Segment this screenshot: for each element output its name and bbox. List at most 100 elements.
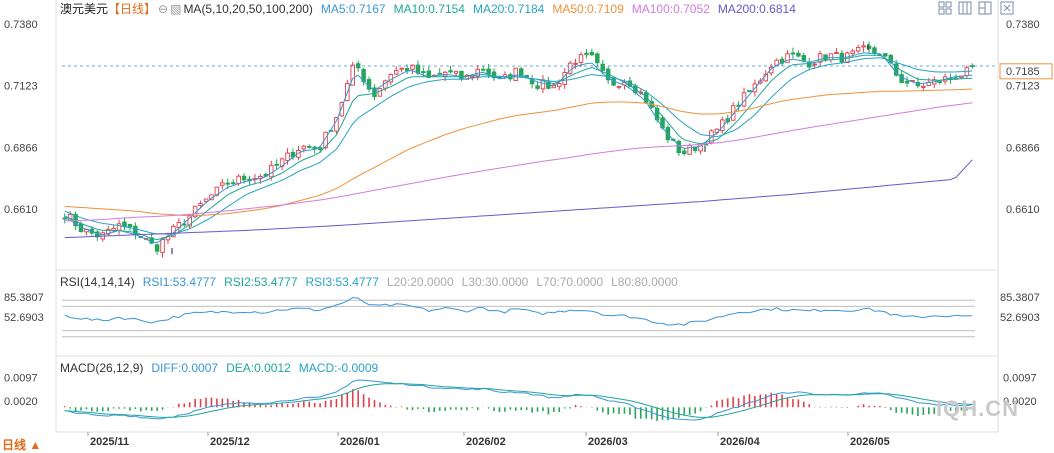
macd-tick-left: 0.0097 xyxy=(4,373,38,385)
candle-body xyxy=(225,182,231,185)
ma-toggle-icon[interactable]: ▧ xyxy=(170,2,182,16)
candle-body xyxy=(486,68,491,75)
candle-body xyxy=(459,70,464,80)
candle-body xyxy=(817,53,823,63)
candle-body xyxy=(480,68,486,71)
candle-body xyxy=(203,198,209,202)
candle-body xyxy=(426,70,432,78)
candle-body xyxy=(796,52,801,57)
candle-body xyxy=(241,175,247,181)
annotation-label: 0.6832 xyxy=(712,0,749,3)
candle-body xyxy=(937,81,942,83)
candle-body xyxy=(921,85,926,88)
candle-body xyxy=(812,63,817,66)
y-tick-right: 0.7123 xyxy=(1006,81,1040,93)
candle-body xyxy=(855,47,861,52)
candle-body xyxy=(730,105,736,121)
rsi-tick-right: 52.6903 xyxy=(1000,312,1040,324)
candle-body xyxy=(350,64,355,86)
macd-tick-left: 0.0020 xyxy=(4,396,38,408)
candle-body xyxy=(828,53,834,61)
candle-body xyxy=(437,72,442,75)
candle-body xyxy=(470,75,475,78)
candle-body xyxy=(377,88,383,97)
rsi-indicator-header: RSI(14,14,14) RSI1:53.4777 RSI2:53.4777 RSI… xyxy=(60,275,694,289)
candle-body xyxy=(747,90,752,93)
symbol-name: 澳元美元 xyxy=(60,2,109,16)
candle-body xyxy=(448,70,453,73)
rsi-value-0: RSI1:53.4777 xyxy=(142,275,217,289)
ma100-line xyxy=(64,102,973,222)
period-switch-button[interactable]: 日线 ▲ xyxy=(2,438,42,452)
ma10-line xyxy=(64,54,973,241)
candle-body xyxy=(785,53,790,63)
candle-body xyxy=(105,229,111,235)
macd-indicator-header: MACD(26,12,9) DIFF:0.0007 DEA:0.0012 MACD:-… xyxy=(60,361,394,375)
candle-body xyxy=(682,150,687,155)
candles xyxy=(62,41,975,258)
candle-body xyxy=(823,54,828,60)
y-tick-right: 0.6610 xyxy=(1006,204,1040,216)
ma-value-3: MA50:0.7109 xyxy=(552,2,624,16)
candle-body xyxy=(600,63,605,71)
candle-body xyxy=(220,182,225,186)
candle-body xyxy=(866,45,872,49)
candle-body xyxy=(274,163,279,166)
candle-body xyxy=(301,145,307,150)
rsi-tick-left: 52.6903 xyxy=(4,312,44,324)
candle-body xyxy=(393,69,399,75)
settings-circle-icon[interactable]: ⊖ xyxy=(158,2,169,16)
split-layout-icon[interactable] xyxy=(978,1,992,15)
candle-body xyxy=(453,71,459,74)
bar-layout-icon[interactable] xyxy=(958,1,972,15)
candle-body xyxy=(410,64,415,70)
candle-body xyxy=(557,83,562,87)
rsi-value-5: L70:70.0000 xyxy=(536,275,604,289)
candle-body xyxy=(122,221,127,227)
macd-value-1: DEA:0.0012 xyxy=(226,361,291,375)
y-tick-right: 0.6866 xyxy=(1006,142,1040,154)
candle-body xyxy=(616,85,622,88)
rsi-value-2: RSI3:53.4777 xyxy=(305,275,379,289)
candle-body xyxy=(578,54,584,63)
macd-value-0: DIFF:0.0007 xyxy=(151,361,219,375)
candle-body xyxy=(573,62,578,65)
rsi-value-6: L80:80.0000 xyxy=(611,275,678,289)
main-indicator-header: 澳元美元【日线】 ⊖ ▧ MA(5,10,20,50,100,200) MA5:0.71… xyxy=(60,2,812,16)
ma5-line xyxy=(64,52,973,244)
candle-body xyxy=(790,52,796,55)
annotation-label: 0.7277 xyxy=(872,0,909,3)
x-tick-label: 2026/05 xyxy=(850,436,890,448)
ma-value-4: MA100:0.7052 xyxy=(631,2,710,16)
candle-body xyxy=(535,85,540,89)
candle-body xyxy=(160,239,165,253)
ma50-line xyxy=(64,88,973,217)
period-tag[interactable]: 【日线】 xyxy=(108,2,157,16)
y-tick-left: 0.7123 xyxy=(4,81,38,93)
current-price-box xyxy=(999,63,1053,80)
ma-values: MA5:0.7167 MA10:0.7154 MA20:0.7184 MA50:0.7… xyxy=(321,2,804,16)
candle-body xyxy=(883,53,888,57)
candle-body xyxy=(850,50,855,54)
ma-label: MA(5,10,20,50,100,200) xyxy=(183,2,313,16)
x-tick-label: 2025/12 xyxy=(210,436,250,448)
y-tick-left: 0.6866 xyxy=(4,142,38,154)
candle-body xyxy=(524,74,529,78)
candle-body xyxy=(529,78,535,85)
candle-body xyxy=(285,152,290,161)
macd-label: MACD(26,12,9) xyxy=(60,361,144,375)
x-tick-label: 2025/11 xyxy=(90,436,129,448)
y-tick-right: 0.7380 xyxy=(1006,19,1040,31)
candle-body xyxy=(491,71,497,79)
rsi-value-1: RSI2:53.4777 xyxy=(224,275,298,289)
ma-value-5: MA200:0.6814 xyxy=(717,2,796,16)
candle-body xyxy=(687,145,692,155)
candle-body xyxy=(513,67,519,81)
close-icon[interactable] xyxy=(1000,1,1014,15)
candle-body xyxy=(584,52,589,55)
candle-body xyxy=(307,146,312,148)
macd-value-2: MACD:-0.0009 xyxy=(298,361,379,375)
candle-body xyxy=(595,53,600,64)
grid-layout-icon[interactable] xyxy=(938,1,952,15)
